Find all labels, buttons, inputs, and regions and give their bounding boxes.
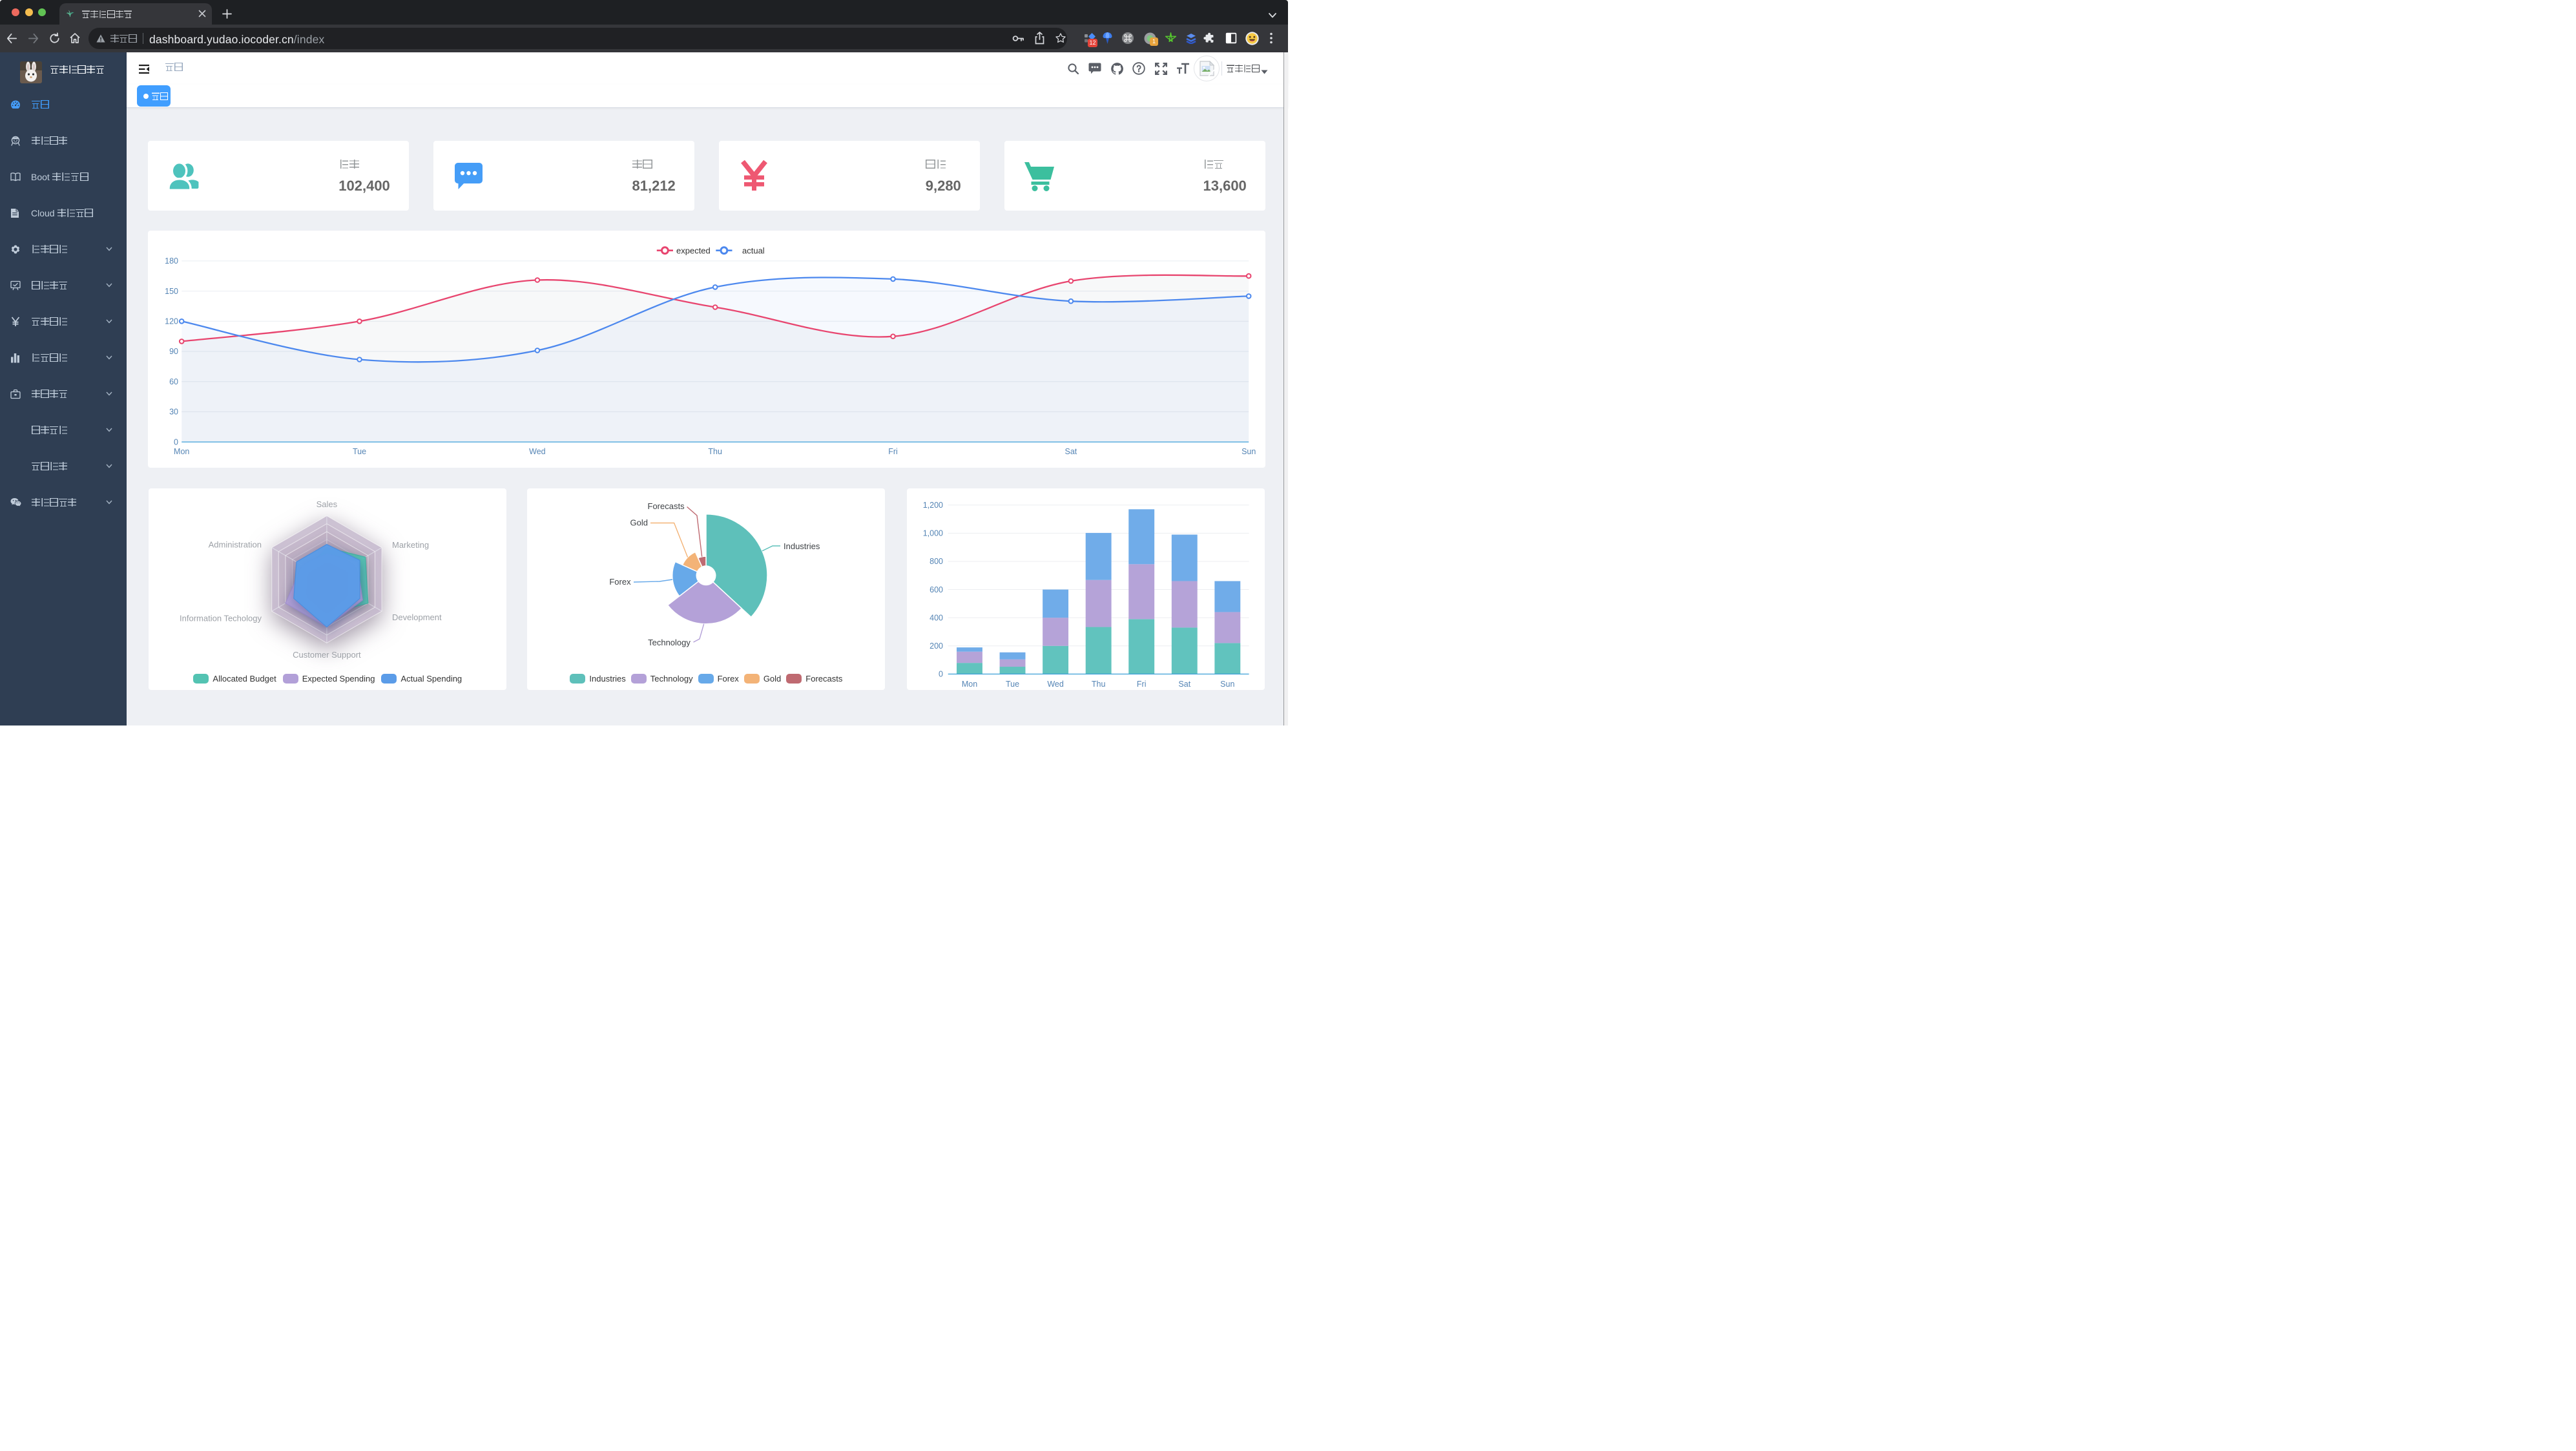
svg-text:Development: Development bbox=[392, 612, 442, 622]
svg-text:Sales: Sales bbox=[317, 499, 338, 509]
svg-text:Tue: Tue bbox=[1006, 680, 1019, 689]
svg-text:Information Techology: Information Techology bbox=[180, 613, 262, 623]
svg-text:120: 120 bbox=[165, 317, 178, 326]
svg-text:60: 60 bbox=[169, 377, 178, 386]
svg-text:800: 800 bbox=[930, 557, 943, 566]
svg-text:Sun: Sun bbox=[1241, 447, 1256, 456]
svg-text:0: 0 bbox=[174, 437, 178, 446]
svg-text:400: 400 bbox=[930, 613, 943, 622]
svg-text:Wed: Wed bbox=[1047, 680, 1064, 689]
svg-text:actual: actual bbox=[742, 245, 765, 255]
svg-text:Marketing: Marketing bbox=[392, 540, 429, 550]
svg-text:Sat: Sat bbox=[1065, 447, 1077, 456]
svg-text:Forecasts: Forecasts bbox=[648, 501, 685, 511]
svg-text:Fri: Fri bbox=[888, 447, 898, 456]
svg-text:1,200: 1,200 bbox=[922, 501, 942, 510]
svg-text:Customer Support: Customer Support bbox=[293, 650, 361, 660]
svg-text:Mon: Mon bbox=[174, 447, 189, 456]
svg-text:0: 0 bbox=[939, 669, 943, 678]
svg-text:Forex: Forex bbox=[610, 577, 632, 587]
svg-text:Sun: Sun bbox=[1220, 680, 1234, 689]
svg-text:Thu: Thu bbox=[708, 447, 722, 456]
svg-text:Tue: Tue bbox=[353, 447, 366, 456]
svg-text:Gold: Gold bbox=[630, 517, 648, 527]
svg-text:Sat: Sat bbox=[1178, 680, 1190, 689]
svg-text:Mon: Mon bbox=[961, 680, 977, 689]
svg-text:30: 30 bbox=[169, 407, 178, 416]
svg-text:90: 90 bbox=[169, 347, 178, 356]
svg-text:1,000: 1,000 bbox=[922, 528, 942, 538]
svg-text:expected: expected bbox=[676, 245, 711, 255]
svg-text:200: 200 bbox=[930, 642, 943, 651]
svg-text:Technology: Technology bbox=[649, 638, 691, 647]
svg-text:Thu: Thu bbox=[1092, 680, 1106, 689]
svg-text:Wed: Wed bbox=[529, 447, 546, 456]
svg-text:600: 600 bbox=[930, 585, 943, 594]
svg-text:Industries: Industries bbox=[784, 541, 820, 551]
svg-text:150: 150 bbox=[165, 286, 178, 295]
svg-text:Fri: Fri bbox=[1137, 680, 1147, 689]
svg-text:Administration: Administration bbox=[209, 539, 262, 549]
svg-text:180: 180 bbox=[165, 256, 178, 266]
